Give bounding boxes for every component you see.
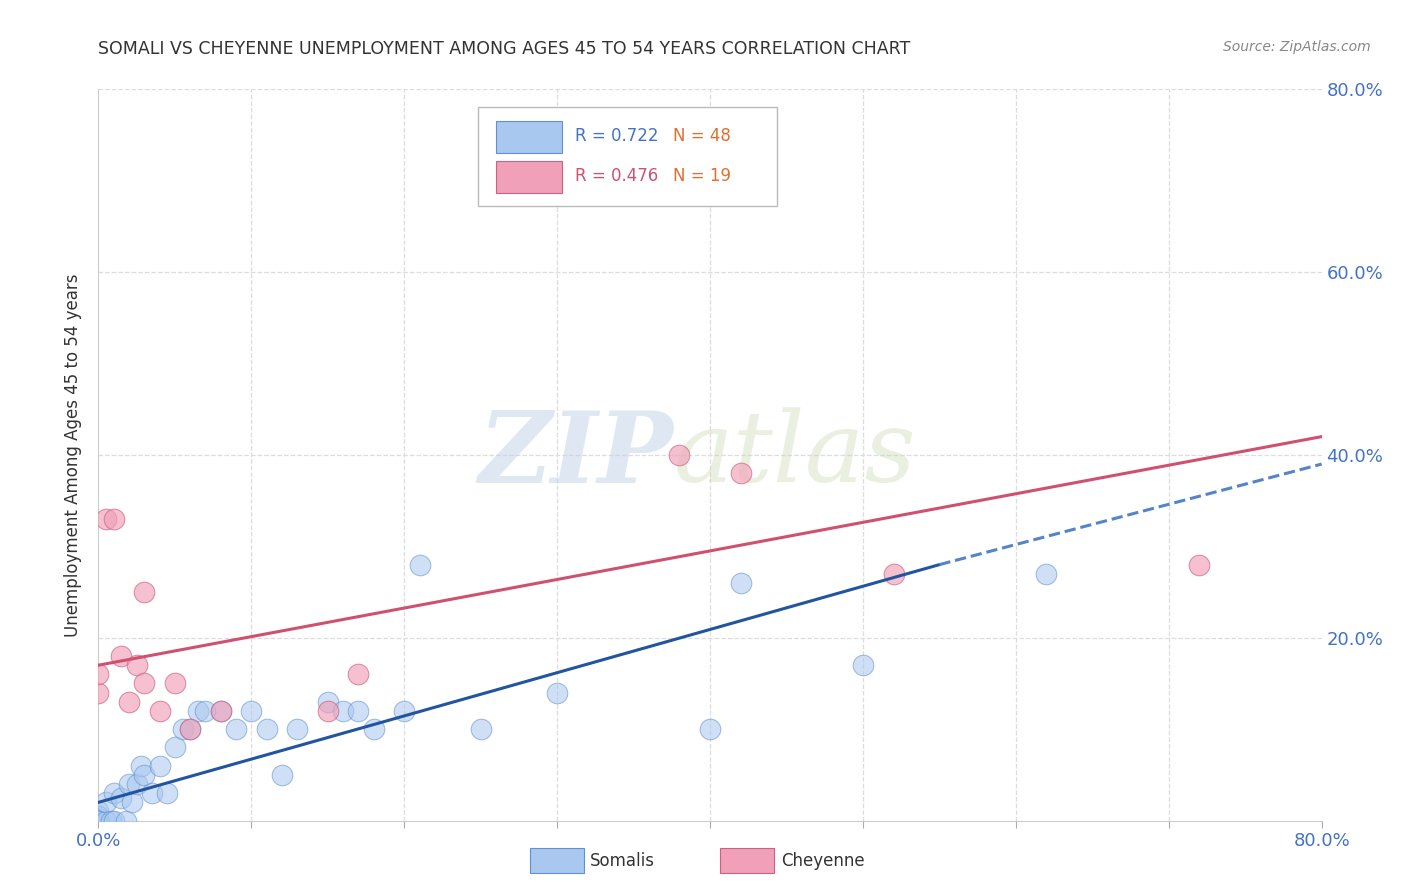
Point <box>87 814 110 828</box>
Point <box>149 758 172 772</box>
Point <box>110 790 132 805</box>
Point <box>156 786 179 800</box>
FancyBboxPatch shape <box>496 120 562 153</box>
Point <box>408 558 430 572</box>
Point <box>87 667 110 681</box>
Point <box>110 649 132 664</box>
Point <box>149 704 172 718</box>
Point <box>87 814 110 828</box>
Point <box>115 814 138 828</box>
Text: ZIP: ZIP <box>478 407 673 503</box>
Text: R = 0.722: R = 0.722 <box>575 127 659 145</box>
Point <box>118 695 141 709</box>
Point <box>179 723 201 737</box>
Point <box>100 814 122 828</box>
Point <box>103 512 125 526</box>
Text: Source: ZipAtlas.com: Source: ZipAtlas.com <box>1223 40 1371 54</box>
Point <box>209 704 232 718</box>
Point <box>129 758 152 772</box>
Point <box>163 740 186 755</box>
Point <box>134 768 156 782</box>
Point <box>87 814 110 828</box>
FancyBboxPatch shape <box>720 848 773 873</box>
Text: N = 19: N = 19 <box>673 167 731 186</box>
Point <box>285 723 308 737</box>
FancyBboxPatch shape <box>478 108 778 206</box>
Point <box>87 814 110 828</box>
Point <box>87 685 110 699</box>
Point <box>179 723 201 737</box>
Point <box>470 723 492 737</box>
Text: atlas: atlas <box>673 408 917 502</box>
Point <box>225 723 247 737</box>
Point <box>121 796 143 810</box>
Y-axis label: Unemployment Among Ages 45 to 54 years: Unemployment Among Ages 45 to 54 years <box>65 273 83 637</box>
Point <box>209 704 232 718</box>
Point <box>163 676 186 690</box>
Point <box>118 777 141 791</box>
Text: N = 48: N = 48 <box>673 127 731 145</box>
Point <box>87 814 110 828</box>
Point <box>87 814 110 828</box>
Point <box>187 704 209 718</box>
Point <box>316 695 339 709</box>
Point <box>103 814 125 828</box>
Text: Cheyenne: Cheyenne <box>780 852 865 870</box>
Point <box>668 448 690 462</box>
FancyBboxPatch shape <box>496 161 562 193</box>
Point <box>94 814 117 828</box>
Point <box>240 704 263 718</box>
Point <box>730 466 752 480</box>
Point <box>87 809 110 823</box>
Point <box>1035 566 1057 581</box>
Point <box>546 685 568 699</box>
Text: SOMALI VS CHEYENNE UNEMPLOYMENT AMONG AGES 45 TO 54 YEARS CORRELATION CHART: SOMALI VS CHEYENNE UNEMPLOYMENT AMONG AG… <box>98 40 911 58</box>
Point <box>347 667 370 681</box>
Point <box>125 658 148 673</box>
Point <box>87 805 110 819</box>
Point <box>94 512 117 526</box>
Point <box>347 704 370 718</box>
Point <box>256 723 278 737</box>
Point <box>134 585 156 599</box>
Point <box>103 786 125 800</box>
Point <box>125 777 148 791</box>
Point <box>392 704 416 718</box>
Point <box>172 723 194 737</box>
Point <box>1188 558 1211 572</box>
Text: Somalis: Somalis <box>591 852 655 870</box>
Point <box>852 658 875 673</box>
Point <box>332 704 354 718</box>
Point <box>730 576 752 591</box>
Point <box>194 704 217 718</box>
Point <box>316 704 339 718</box>
FancyBboxPatch shape <box>530 848 583 873</box>
Point <box>87 814 110 828</box>
Point <box>883 566 905 581</box>
Point <box>87 814 110 828</box>
Point <box>141 786 163 800</box>
Text: R = 0.476: R = 0.476 <box>575 167 659 186</box>
Point <box>270 768 292 782</box>
Point <box>363 723 385 737</box>
Point <box>134 676 156 690</box>
Point <box>94 796 117 810</box>
Point <box>699 723 721 737</box>
